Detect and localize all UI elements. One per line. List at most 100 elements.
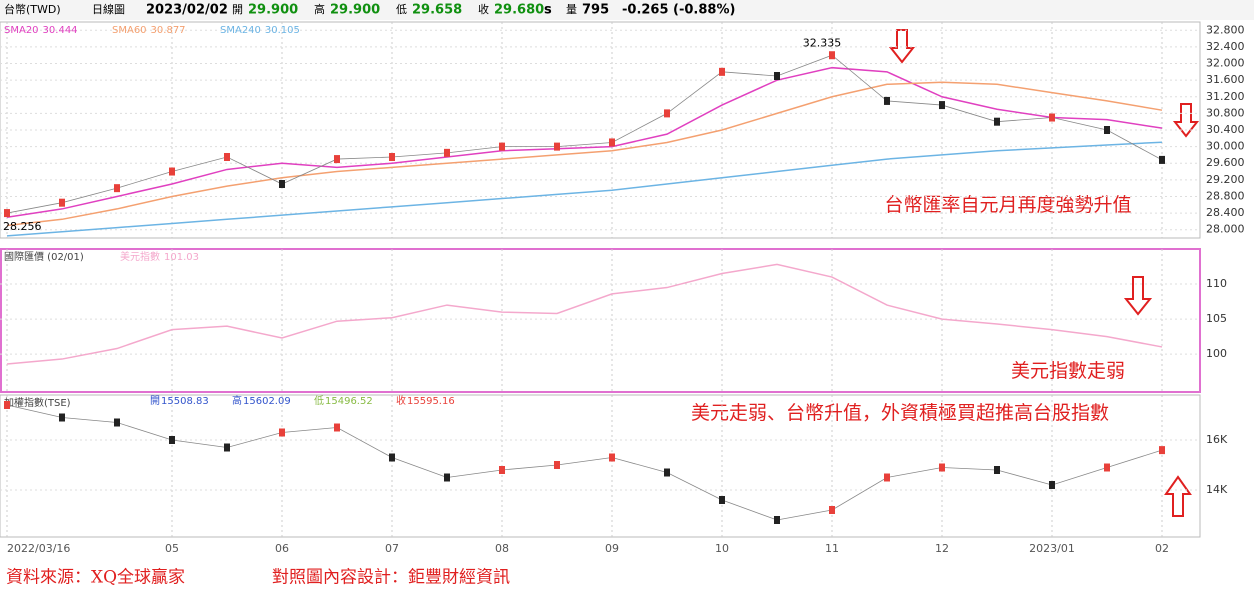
y-tick-label: 32.000 bbox=[1206, 57, 1245, 70]
y-tick-label: 16K bbox=[1206, 433, 1228, 446]
y-tick-label: 29.600 bbox=[1206, 156, 1245, 169]
candle bbox=[224, 153, 230, 161]
x-tick-label: 11 bbox=[825, 542, 839, 555]
y-tick-label: 28.400 bbox=[1206, 206, 1245, 219]
arrow-down bbox=[888, 29, 916, 64]
quote-value: 29.658 bbox=[412, 3, 462, 18]
line bbox=[6, 66, 1163, 218]
x-tick-label: 2023/01 bbox=[1029, 542, 1075, 555]
candle bbox=[169, 436, 175, 444]
candle bbox=[114, 418, 120, 427]
x-tick-label: 07 bbox=[385, 542, 399, 555]
candle bbox=[554, 142, 560, 151]
candle bbox=[279, 180, 285, 188]
panel-frame bbox=[0, 394, 1201, 538]
quote-label: 高 bbox=[314, 2, 325, 16]
line bbox=[6, 81, 1163, 227]
line bbox=[6, 141, 1163, 237]
ohlc-value: 15602.09 bbox=[243, 396, 291, 407]
y-tick-label: 28.800 bbox=[1206, 189, 1245, 202]
arrows bbox=[888, 29, 1200, 517]
header-bar bbox=[0, 0, 1254, 20]
x-tick-label: 2022/03/16 bbox=[7, 542, 70, 555]
candle bbox=[1049, 113, 1055, 122]
quote-label: 開 bbox=[232, 3, 243, 16]
y-tick-label: 31.600 bbox=[1206, 73, 1245, 86]
candle bbox=[389, 453, 395, 462]
candle bbox=[554, 461, 560, 469]
panel-title: 加權指數(TSE) bbox=[4, 396, 71, 409]
y-tick-label: 30.000 bbox=[1206, 140, 1245, 153]
candle bbox=[664, 468, 670, 477]
quote-label: 收 bbox=[478, 2, 489, 16]
low-label: 28.256 bbox=[3, 220, 42, 233]
ohlc-value: 15508.83 bbox=[161, 396, 209, 407]
symbol: 台幣(TWD) bbox=[4, 2, 61, 16]
candle bbox=[719, 67, 725, 76]
ohlc-label: 高 bbox=[232, 394, 242, 407]
quote-value: 29.900 bbox=[248, 3, 298, 18]
candle bbox=[609, 138, 615, 147]
volume-label: 量 bbox=[566, 3, 577, 16]
x-tick-label: 10 bbox=[715, 542, 729, 555]
source: 資料來源：XQ全球贏家 bbox=[6, 568, 185, 588]
legend-value: 30.105 bbox=[265, 25, 300, 36]
candle bbox=[224, 443, 230, 452]
panel-frame bbox=[0, 21, 1201, 239]
quote: 開 29.900 高 29.900 低 29.658 收 29.680 s 量 795 -0.265 … bbox=[232, 2, 735, 18]
x-tick-label: 02 bbox=[1155, 542, 1169, 555]
line bbox=[6, 263, 1163, 365]
candle bbox=[719, 496, 725, 504]
candle bbox=[444, 148, 450, 157]
candle bbox=[389, 153, 395, 161]
y-tick-label: 110 bbox=[1206, 277, 1227, 290]
arrow-down bbox=[1123, 276, 1153, 316]
candle bbox=[939, 101, 945, 110]
candle bbox=[1104, 463, 1110, 472]
candle bbox=[1049, 481, 1055, 489]
ohlc-label: 低 bbox=[314, 394, 324, 407]
candle bbox=[1104, 126, 1110, 134]
candle bbox=[609, 453, 615, 462]
candle bbox=[884, 96, 890, 105]
candle bbox=[114, 184, 120, 193]
date: 2023/02/02 bbox=[146, 3, 228, 18]
arrow-up bbox=[1164, 475, 1192, 517]
volume: 795 bbox=[582, 3, 609, 18]
ohlc-value: 15496.52 bbox=[325, 396, 373, 407]
candle bbox=[334, 155, 340, 164]
x-tick-label: 12 bbox=[935, 542, 949, 555]
legend-value: 30.444 bbox=[43, 25, 78, 36]
candle bbox=[334, 423, 340, 432]
annotation: 台幣匯率自元月再度強勢升值 bbox=[884, 194, 1131, 216]
ohlc-label: 收 bbox=[396, 394, 406, 407]
panel-title: 國際匯價 (02/01) bbox=[4, 250, 84, 263]
y-tick-label: 105 bbox=[1206, 312, 1227, 325]
candle bbox=[279, 428, 285, 437]
legend-label: SMA240 bbox=[220, 25, 261, 36]
legend-label: SMA20 bbox=[4, 25, 39, 36]
y-tick-label: 28.000 bbox=[1206, 223, 1245, 236]
candle bbox=[444, 473, 450, 482]
candle bbox=[829, 506, 835, 514]
y-tick-label: 29.200 bbox=[1206, 173, 1245, 186]
high-label: 32.335 bbox=[803, 37, 842, 50]
y-tick-label: 30.800 bbox=[1206, 106, 1245, 119]
period: 日線圖 bbox=[92, 2, 125, 16]
line bbox=[6, 54, 1163, 214]
candle bbox=[939, 463, 945, 472]
candle bbox=[774, 72, 780, 80]
candle bbox=[4, 401, 10, 409]
candle bbox=[994, 466, 1000, 474]
legend-value: 101.03 bbox=[164, 252, 199, 263]
y-tick-label: 14K bbox=[1206, 483, 1228, 496]
y-tick-label: 100 bbox=[1206, 347, 1227, 360]
change: -0.265 (-0.88%) bbox=[622, 3, 735, 18]
annotation: 美元指數走弱 bbox=[1011, 360, 1125, 382]
candle bbox=[4, 209, 10, 218]
flag: s bbox=[544, 3, 552, 18]
candle bbox=[664, 109, 670, 118]
quote-label: 低 bbox=[396, 3, 407, 16]
candle bbox=[1159, 446, 1165, 455]
